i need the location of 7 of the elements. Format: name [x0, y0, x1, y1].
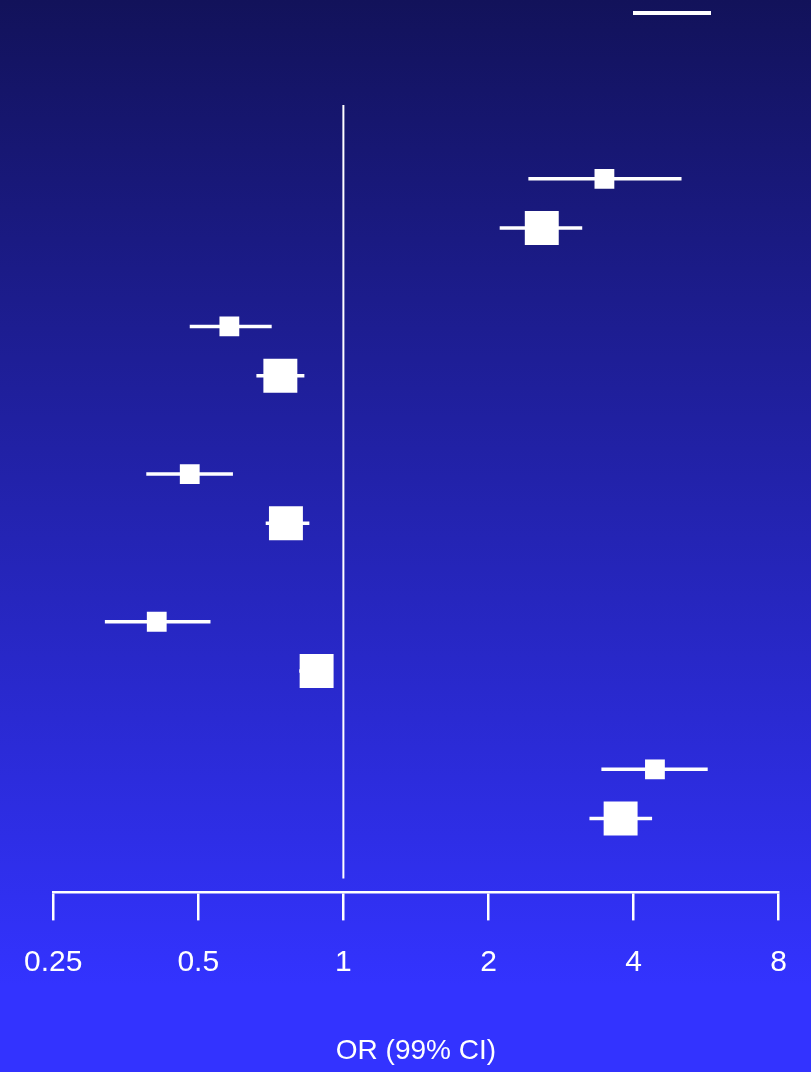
x-tick-label: 0.5 [177, 943, 220, 977]
x-tick-label: 2 [480, 943, 497, 977]
x-tick-label: 1 [335, 943, 352, 977]
x-tick-label: 0.25 [24, 943, 83, 977]
x-tick-label: 4 [625, 943, 642, 977]
x-tick-label: 8 [770, 943, 787, 977]
x-axis-title: OR (99% CI) [335, 1033, 497, 1065]
